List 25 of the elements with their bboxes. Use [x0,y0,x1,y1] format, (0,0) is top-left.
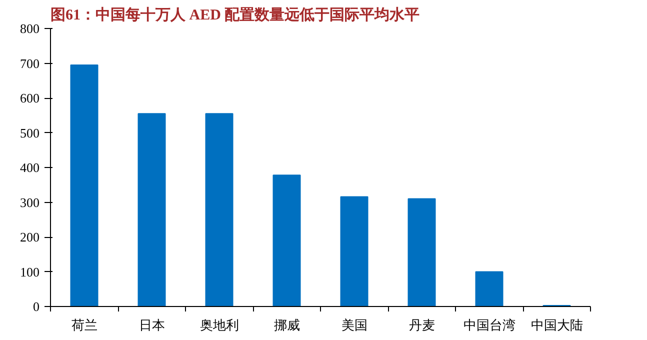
x-tick-label: 荷兰 [71,318,98,332]
y-tick-label: 500 [20,125,40,140]
y-tick-label: 800 [20,21,40,36]
bar [70,64,98,306]
y-tick-label: 400 [20,160,40,175]
x-tick-label: 中国台湾 [463,318,516,332]
bar [340,196,368,306]
x-tick-label: 美国 [341,318,368,332]
x-tick-label: 奥地利 [200,318,239,332]
bar [138,113,166,306]
bar [205,113,234,306]
x-tick-label: 日本 [138,318,165,332]
bar [475,271,504,306]
x-tick-label: 挪威 [274,318,300,332]
y-tick-label: 100 [20,264,40,280]
chart-title: 图61：中国每十万人 AED 配置数量远低于国际平均水平 [50,6,420,24]
bar [272,174,301,306]
y-tick-label: 600 [20,90,40,106]
x-tick-label: 中国大陆 [530,318,583,332]
y-tick-label: 200 [20,230,40,244]
y-tick-label: 300 [20,194,40,210]
x-tick-label: 丹麦 [408,318,435,332]
y-tick-label: 0 [33,299,40,314]
y-tick-label: 700 [20,56,40,71]
bar [408,198,436,306]
